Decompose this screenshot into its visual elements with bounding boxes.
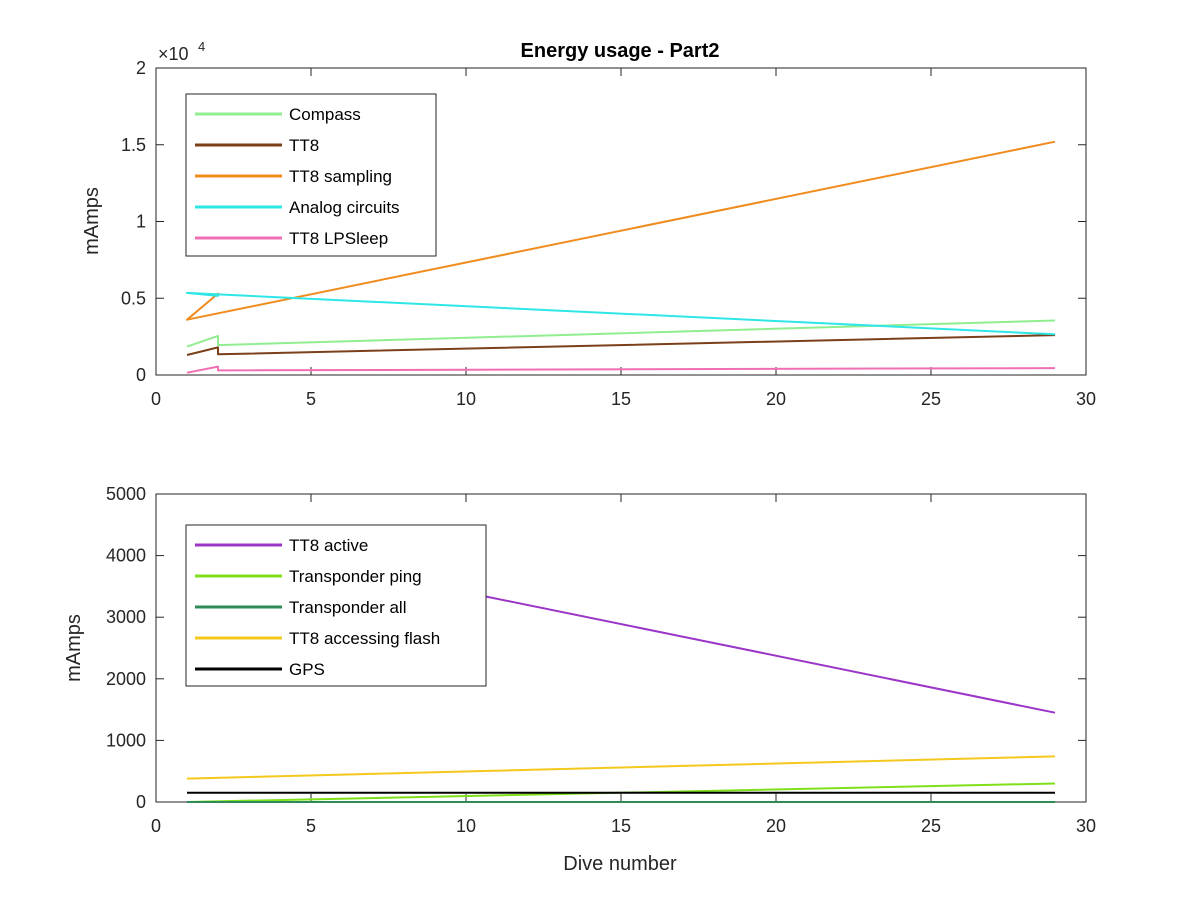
x-tick-label: 20 (766, 389, 786, 409)
y-axis-label: mAmps (81, 187, 103, 255)
legend-label-tt8-accessing-flash: TT8 accessing flash (289, 629, 440, 648)
y-axis-label: mAmps (63, 614, 85, 682)
legend-label-analog-circuits: Analog circuits (289, 198, 400, 217)
series-line-tt8-lpsleep (186, 365, 1056, 374)
legend-label-tt8-lpsleep: TT8 LPSleep (289, 229, 388, 248)
series-line-tt8-accessing-flash (186, 755, 1056, 780)
y-tick-label: 3000 (106, 607, 146, 627)
x-tick-label: 30 (1076, 816, 1096, 836)
x-tick-label: 25 (921, 816, 941, 836)
x-tick-label: 20 (766, 816, 786, 836)
figure-title: Energy usage - Part2 (521, 40, 720, 62)
x-tick-label: 10 (456, 389, 476, 409)
x-tick-label: 5 (306, 389, 316, 409)
x-tick-label: 10 (456, 816, 476, 836)
y-tick-label: 2 (136, 58, 146, 78)
y-tick-label: 1 (136, 212, 146, 232)
legend-label-gps: GPS (289, 660, 325, 679)
legend-label-compass: Compass (289, 105, 361, 124)
bottom-axes: 0 5 10 15 20 25 30 0 1000 2000 3000 4000 5000 mAmps TT… (63, 484, 1096, 836)
y-tick-label: 0.5 (121, 288, 146, 308)
x-tick-label: 15 (611, 816, 631, 836)
y-tick-label: 5000 (106, 484, 146, 504)
x-tick-label: 0 (151, 816, 161, 836)
y-tick-label: 1.5 (121, 135, 146, 155)
series-line-analog-circuits (186, 291, 1056, 336)
series-line-tt8-active (481, 594, 1056, 714)
series-line-compass (186, 319, 1056, 348)
y-tick-label: 0 (136, 792, 146, 812)
x-axis-label: Dive number (563, 853, 677, 875)
y-tick-label: 0 (136, 365, 146, 385)
top-axes: 0 5 10 15 20 25 30 0 0.5 1 1.5 2 mAmps Compass TT8 TT8 … (81, 58, 1096, 409)
x-tick-label: 0 (151, 389, 161, 409)
y-tick-label: 2000 (106, 669, 146, 689)
y-tick-label: 1000 (106, 730, 146, 750)
series-line-tt8 (186, 334, 1056, 356)
x-tick-label: 5 (306, 816, 316, 836)
exponent-base: ×10 (158, 44, 189, 64)
legend-label-tt8-sampling: TT8 sampling (289, 167, 392, 186)
legend-label-transponder-ping: Transponder ping (289, 567, 422, 586)
legend-label-tt8: TT8 (289, 136, 319, 155)
x-tick-label: 30 (1076, 389, 1096, 409)
exponent-label: ×10 4 (158, 39, 205, 64)
y-tick-label: 4000 (106, 546, 146, 566)
x-tick-label: 25 (921, 389, 941, 409)
legend-label-transponder-all: Transponder all (289, 598, 407, 617)
legend-label-tt8-active: TT8 active (289, 536, 368, 555)
series-line-tt8-sampling (186, 140, 1056, 321)
x-tick-label: 15 (611, 389, 631, 409)
exponent-power: 4 (198, 39, 205, 54)
